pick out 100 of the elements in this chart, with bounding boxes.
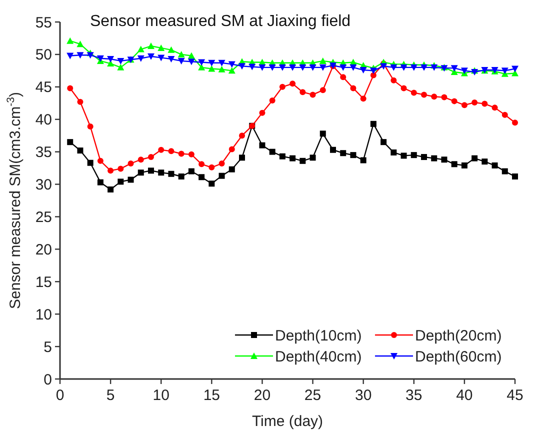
point [370, 120, 376, 127]
point [228, 67, 236, 74]
point [501, 68, 508, 74]
y-tick-label: 5 [44, 338, 52, 356]
point [512, 70, 518, 76]
point [269, 98, 276, 104]
point [320, 87, 326, 94]
point [228, 146, 235, 152]
point [482, 158, 488, 165]
point [97, 158, 104, 164]
point [350, 64, 357, 71]
point [107, 56, 114, 62]
point [279, 84, 286, 90]
point [340, 150, 346, 156]
y-tick-label: 30 [35, 176, 52, 194]
point [66, 37, 74, 44]
point [178, 173, 184, 180]
point [472, 99, 478, 106]
point [430, 64, 438, 71]
point [239, 132, 245, 139]
y-tick-label: 35 [35, 144, 52, 162]
point [148, 42, 154, 50]
point [258, 64, 266, 71]
point [107, 60, 114, 67]
point [319, 57, 326, 64]
x-tick-label: 30 [354, 387, 372, 404]
x-tick-label: 0 [56, 387, 64, 404]
x-tick-label: 20 [254, 387, 271, 404]
point [168, 148, 174, 154]
point [239, 154, 245, 161]
point [168, 46, 175, 53]
point [178, 150, 184, 157]
y-tick-label: 40 [35, 112, 52, 129]
point [461, 102, 468, 108]
x-tick-label: 5 [106, 387, 115, 404]
point [421, 92, 427, 98]
point [300, 89, 306, 96]
point [168, 170, 174, 177]
point [138, 170, 144, 176]
point [420, 64, 428, 71]
point [512, 120, 518, 126]
point [390, 64, 398, 71]
point [118, 178, 124, 185]
point [410, 90, 417, 96]
point [128, 176, 134, 183]
point [188, 58, 195, 66]
point [310, 92, 316, 98]
y-tick-label: 25 [35, 208, 52, 226]
point [218, 60, 226, 66]
point [208, 60, 216, 66]
point [137, 46, 144, 52]
point [370, 72, 376, 78]
point [158, 170, 164, 176]
point [380, 63, 388, 70]
point [178, 58, 185, 64]
y-tick-label: 15 [35, 274, 52, 291]
point [512, 66, 518, 72]
point [309, 64, 316, 71]
point [269, 148, 276, 155]
point [238, 63, 246, 70]
point [370, 68, 377, 74]
legend-label: Depth(60cm) [415, 348, 502, 366]
point [76, 52, 84, 59]
y-tick-label: 45 [35, 79, 52, 96]
x-tick-label: 45 [506, 387, 524, 404]
y-tick-label: 0 [44, 371, 52, 388]
point [67, 85, 74, 92]
x-tick-label: 10 [152, 387, 170, 404]
x-axis-title: Time (day) [252, 413, 324, 430]
x-tick-label: 25 [304, 387, 322, 404]
y-tick-label: 10 [35, 306, 52, 324]
point [300, 158, 306, 164]
legend-label: Depth(10cm) [275, 327, 362, 344]
point [138, 156, 144, 163]
point [168, 56, 175, 62]
point [108, 168, 114, 174]
point [299, 64, 306, 71]
point [77, 148, 84, 154]
point [188, 52, 195, 59]
point [400, 152, 407, 159]
point [117, 58, 124, 64]
point [512, 173, 518, 180]
point [188, 151, 194, 158]
point [148, 168, 154, 174]
point [148, 53, 154, 60]
point [137, 55, 144, 62]
point [158, 44, 165, 51]
point [350, 85, 356, 92]
point [198, 174, 205, 180]
x-tick-label: 35 [406, 387, 422, 404]
point [320, 130, 326, 137]
point [390, 77, 397, 84]
point [340, 74, 346, 80]
point [259, 142, 266, 148]
legend-label: Depth(20cm) [415, 327, 502, 344]
point [290, 80, 296, 87]
y-tick-label: 50 [35, 46, 52, 64]
point [148, 154, 154, 160]
point [108, 186, 114, 192]
point [87, 124, 94, 130]
